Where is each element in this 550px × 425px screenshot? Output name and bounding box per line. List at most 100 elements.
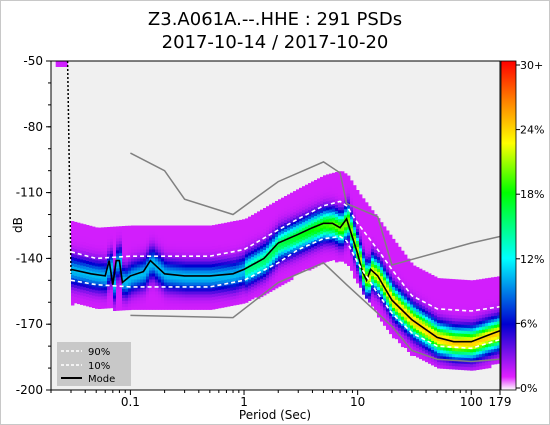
density-cell <box>335 256 339 260</box>
density-cell <box>86 249 90 253</box>
density-cell <box>485 320 489 324</box>
density-cell <box>146 291 150 295</box>
density-cell <box>83 299 87 303</box>
density-cell <box>353 233 357 237</box>
density-cell <box>209 276 213 280</box>
density-cell <box>116 247 120 251</box>
density-cell <box>425 289 429 294</box>
density-cell <box>449 284 453 289</box>
density-cell <box>491 286 495 290</box>
density-cell <box>395 275 399 280</box>
density-cell <box>371 261 375 265</box>
density-cell <box>491 307 495 311</box>
density-cell <box>146 258 150 262</box>
density-cell <box>413 265 417 269</box>
density-cell <box>398 315 402 320</box>
density-cell <box>425 301 429 306</box>
density-cell <box>479 360 483 364</box>
density-cell <box>308 213 312 217</box>
density-cell <box>197 303 201 307</box>
density-cell <box>419 301 423 306</box>
density-cell <box>317 220 321 224</box>
density-cell <box>314 183 318 187</box>
density-cell <box>398 282 402 287</box>
density-cell <box>173 276 177 280</box>
density-cell <box>74 245 78 250</box>
density-cell <box>179 288 183 292</box>
density-cell <box>116 298 120 302</box>
density-cell <box>398 255 402 260</box>
density-cell <box>131 264 135 268</box>
density-cell <box>260 233 264 238</box>
density-cell <box>80 298 84 302</box>
density-cell <box>296 252 300 256</box>
density-cell <box>392 277 396 282</box>
density-cell <box>167 279 171 283</box>
density-cell <box>89 288 93 293</box>
density-cell <box>179 249 183 253</box>
density-cell <box>167 240 171 244</box>
density-cell <box>215 275 219 279</box>
density-cell <box>416 330 420 334</box>
density-cell <box>458 333 462 337</box>
density-cell <box>440 323 444 327</box>
density-cell <box>263 262 267 266</box>
density-cell <box>299 268 303 273</box>
density-cell <box>455 324 459 328</box>
density-cell <box>395 281 399 286</box>
density-cell <box>167 264 171 268</box>
density-cell <box>308 186 312 190</box>
density-cell <box>482 347 486 352</box>
density-cell <box>389 291 393 296</box>
density-cell <box>437 341 441 345</box>
density-cell <box>113 229 117 233</box>
density-cell <box>113 226 117 230</box>
density-cell <box>167 258 171 262</box>
density-cell <box>170 234 174 238</box>
density-cell <box>404 293 408 297</box>
density-cell <box>260 281 264 286</box>
density-cell <box>341 258 345 262</box>
density-cell <box>224 264 228 269</box>
density-cell <box>314 246 318 250</box>
density-cell <box>473 316 477 320</box>
density-cell <box>350 201 354 205</box>
density-cell <box>347 211 351 215</box>
density-cell <box>470 280 474 284</box>
density-cell <box>164 258 168 262</box>
density-cell <box>137 231 141 235</box>
density-cell <box>149 261 153 265</box>
density-cell <box>266 257 270 261</box>
density-cell <box>392 244 396 249</box>
density-cell <box>383 298 387 302</box>
density-cell <box>209 228 213 232</box>
density-cell <box>356 256 360 260</box>
density-cell <box>203 279 207 283</box>
density-cell <box>296 249 300 253</box>
density-cell <box>263 259 267 263</box>
density-cell <box>146 246 150 250</box>
density-cell <box>155 273 159 277</box>
density-cell <box>485 356 489 360</box>
density-cell <box>467 298 471 302</box>
density-cell <box>134 270 138 274</box>
density-cell <box>335 175 339 179</box>
density-cell <box>365 220 369 224</box>
density-cell <box>434 324 438 328</box>
density-cell <box>425 277 429 282</box>
density-cell <box>170 249 174 253</box>
density-cell <box>467 316 471 320</box>
density-cell <box>494 333 498 338</box>
density-cell <box>494 312 498 317</box>
density-cell <box>161 234 165 238</box>
density-cell <box>473 328 477 332</box>
density-cell <box>167 306 171 310</box>
density-cell <box>464 303 468 308</box>
density-cell <box>200 303 204 307</box>
density-cell <box>455 327 459 331</box>
density-cell <box>89 303 93 308</box>
density-cell <box>332 181 336 186</box>
colorbar-tick-label: 6% <box>520 317 537 330</box>
density-cell <box>140 276 144 280</box>
density-cell <box>413 307 417 311</box>
